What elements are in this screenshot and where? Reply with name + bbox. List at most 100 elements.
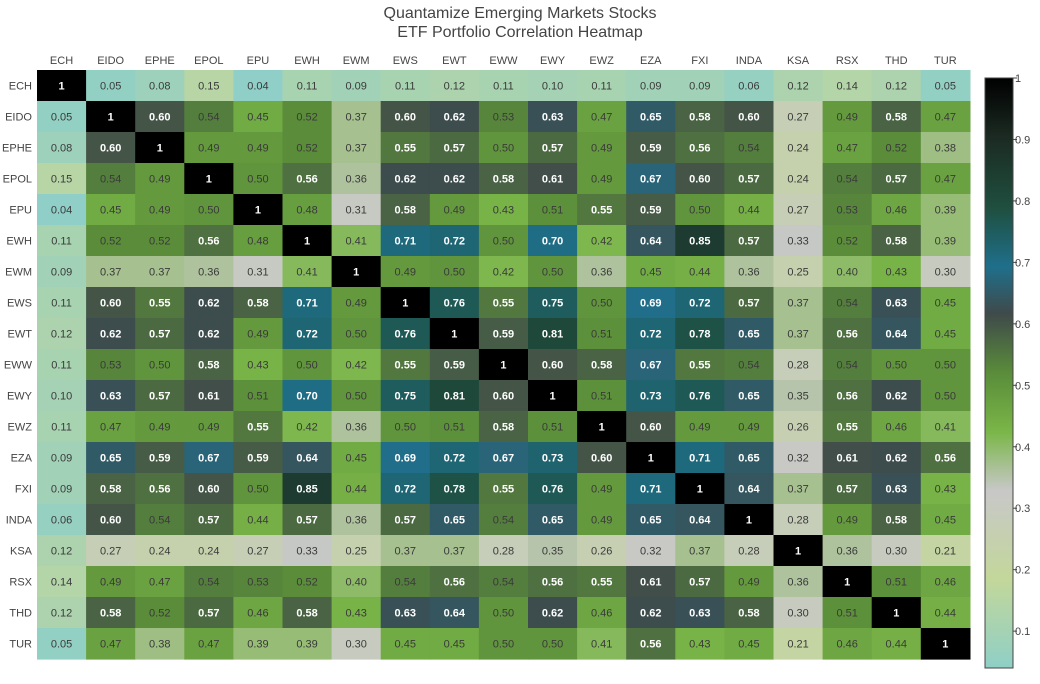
heatmap-cell[interactable] bbox=[675, 225, 725, 257]
heatmap-cell[interactable] bbox=[135, 380, 185, 412]
heatmap-cell[interactable] bbox=[478, 473, 529, 505]
heatmap-cell[interactable] bbox=[86, 628, 136, 660]
heatmap-cell[interactable] bbox=[135, 473, 185, 505]
heatmap-cell[interactable] bbox=[871, 442, 922, 474]
heatmap-cell[interactable] bbox=[37, 349, 87, 381]
heatmap-cell[interactable] bbox=[282, 566, 333, 598]
heatmap-cell[interactable] bbox=[724, 194, 775, 226]
heatmap-cell[interactable] bbox=[773, 442, 824, 474]
heatmap-cell[interactable] bbox=[184, 566, 234, 598]
heatmap-cell[interactable] bbox=[37, 597, 87, 629]
heatmap-cell[interactable] bbox=[380, 442, 431, 474]
heatmap-cell[interactable] bbox=[86, 442, 136, 474]
heatmap-cell[interactable] bbox=[380, 132, 431, 164]
heatmap-cell[interactable] bbox=[233, 70, 284, 102]
heatmap-cell[interactable] bbox=[675, 70, 725, 102]
heatmap-cell[interactable] bbox=[282, 442, 333, 474]
heatmap-cell[interactable] bbox=[675, 473, 725, 505]
heatmap-cell[interactable] bbox=[626, 132, 676, 164]
heatmap-cell[interactable] bbox=[577, 101, 627, 133]
heatmap-cell[interactable] bbox=[724, 380, 775, 412]
heatmap-cell[interactable] bbox=[135, 318, 185, 350]
heatmap-cell[interactable] bbox=[822, 132, 873, 164]
heatmap-cell[interactable] bbox=[822, 287, 873, 319]
heatmap-cell[interactable] bbox=[577, 163, 627, 195]
heatmap-cell[interactable] bbox=[86, 566, 136, 598]
heatmap-cell[interactable] bbox=[822, 225, 873, 257]
heatmap-cell[interactable] bbox=[577, 380, 627, 412]
heatmap-cell[interactable] bbox=[331, 287, 382, 319]
heatmap-cell[interactable] bbox=[577, 597, 627, 629]
heatmap-cell[interactable] bbox=[528, 194, 578, 226]
heatmap-cell[interactable] bbox=[773, 473, 824, 505]
heatmap-cell[interactable] bbox=[233, 318, 284, 350]
heatmap-cell[interactable] bbox=[528, 566, 578, 598]
heatmap-cell[interactable] bbox=[282, 628, 333, 660]
heatmap-cell[interactable] bbox=[37, 442, 87, 474]
heatmap-cell[interactable] bbox=[724, 628, 775, 660]
heatmap-cell[interactable] bbox=[675, 597, 725, 629]
heatmap-cell[interactable] bbox=[282, 380, 333, 412]
heatmap-cell[interactable] bbox=[380, 597, 431, 629]
heatmap-cell[interactable] bbox=[429, 318, 480, 350]
heatmap-cell[interactable] bbox=[822, 349, 873, 381]
heatmap-cell[interactable] bbox=[724, 132, 775, 164]
heatmap-cell[interactable] bbox=[86, 473, 136, 505]
heatmap-cell[interactable] bbox=[724, 473, 775, 505]
heatmap-cell[interactable] bbox=[478, 597, 529, 629]
heatmap-cell[interactable] bbox=[478, 628, 529, 660]
heatmap-cell[interactable] bbox=[135, 132, 185, 164]
heatmap-cell[interactable] bbox=[871, 287, 922, 319]
heatmap-cell[interactable] bbox=[822, 566, 873, 598]
heatmap-cell[interactable] bbox=[135, 504, 185, 536]
heatmap-cell[interactable] bbox=[380, 349, 431, 381]
heatmap-cell[interactable] bbox=[626, 411, 676, 443]
heatmap-cell[interactable] bbox=[773, 194, 824, 226]
heatmap-cell[interactable] bbox=[331, 442, 382, 474]
heatmap-cell[interactable] bbox=[233, 132, 284, 164]
heatmap-cell[interactable] bbox=[528, 256, 578, 288]
heatmap-cell[interactable] bbox=[822, 442, 873, 474]
heatmap-cell[interactable] bbox=[233, 101, 284, 133]
heatmap-cell[interactable] bbox=[184, 194, 234, 226]
heatmap-cell[interactable] bbox=[282, 287, 333, 319]
heatmap-cell[interactable] bbox=[675, 504, 725, 536]
heatmap-cell[interactable] bbox=[528, 163, 578, 195]
heatmap-cell[interactable] bbox=[135, 287, 185, 319]
heatmap-cell[interactable] bbox=[528, 597, 578, 629]
heatmap-cell[interactable] bbox=[577, 411, 627, 443]
heatmap-cell[interactable] bbox=[380, 411, 431, 443]
heatmap-cell[interactable] bbox=[773, 101, 824, 133]
heatmap-cell[interactable] bbox=[626, 70, 676, 102]
heatmap-cell[interactable] bbox=[822, 628, 873, 660]
heatmap-cell[interactable] bbox=[135, 194, 185, 226]
heatmap-cell[interactable] bbox=[773, 225, 824, 257]
heatmap-cell[interactable] bbox=[822, 318, 873, 350]
heatmap-cell[interactable] bbox=[37, 411, 87, 443]
heatmap-cell[interactable] bbox=[724, 163, 775, 195]
heatmap-cell[interactable] bbox=[331, 256, 382, 288]
heatmap-cell[interactable] bbox=[675, 349, 725, 381]
heatmap-cell[interactable] bbox=[135, 442, 185, 474]
heatmap-cell[interactable] bbox=[282, 256, 333, 288]
heatmap-cell[interactable] bbox=[577, 349, 627, 381]
heatmap-cell[interactable] bbox=[675, 256, 725, 288]
heatmap-cell[interactable] bbox=[282, 70, 333, 102]
heatmap-cell[interactable] bbox=[528, 411, 578, 443]
heatmap-cell[interactable] bbox=[920, 287, 971, 319]
heatmap-cell[interactable] bbox=[331, 132, 382, 164]
heatmap-cell[interactable] bbox=[675, 163, 725, 195]
heatmap-cell[interactable] bbox=[773, 597, 824, 629]
heatmap-cell[interactable] bbox=[822, 597, 873, 629]
heatmap-cell[interactable] bbox=[871, 194, 922, 226]
heatmap-cell[interactable] bbox=[822, 535, 873, 567]
heatmap-cell[interactable] bbox=[478, 163, 529, 195]
heatmap-cell[interactable] bbox=[184, 442, 234, 474]
heatmap-cell[interactable] bbox=[380, 566, 431, 598]
heatmap-cell[interactable] bbox=[871, 163, 922, 195]
heatmap-cell[interactable] bbox=[920, 504, 971, 536]
heatmap-cell[interactable] bbox=[184, 318, 234, 350]
heatmap-cell[interactable] bbox=[380, 473, 431, 505]
heatmap-cell[interactable] bbox=[37, 256, 87, 288]
heatmap-cell[interactable] bbox=[920, 349, 971, 381]
